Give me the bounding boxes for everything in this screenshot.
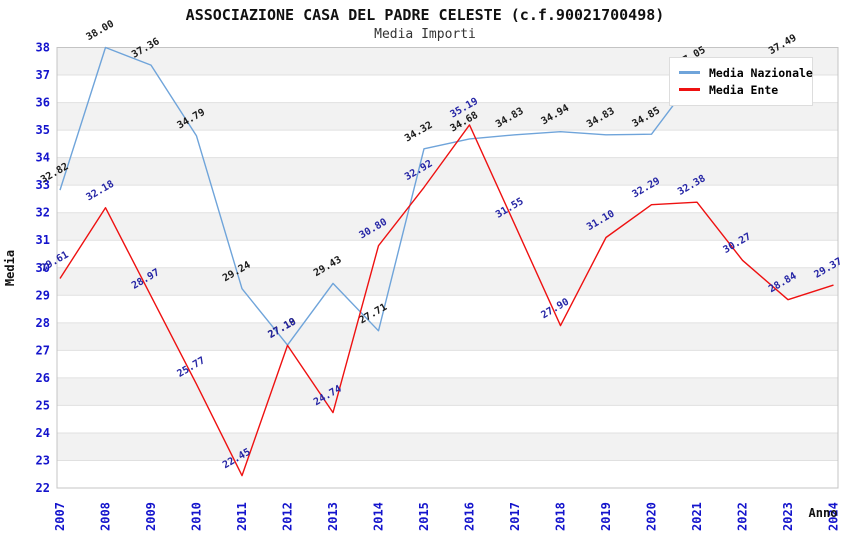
x-tick-label: 2016: [463, 502, 477, 531]
x-tick-label: 2018: [554, 502, 568, 531]
y-tick-label: 35: [36, 123, 50, 137]
gridlines: [57, 74, 838, 461]
y-axis-ticks: 22 23 24 25 26 27 28 29 30 31 32 33 34 35 36 37 38: [36, 41, 50, 496]
x-tick-label: 2022: [736, 502, 750, 531]
x-axis-title: Anno: [809, 506, 838, 520]
y-tick-label: 38: [36, 41, 50, 55]
x-tick-label: 2023: [781, 502, 795, 531]
x-tick-label: 2011: [235, 502, 249, 531]
x-tick-label: 2019: [599, 502, 613, 531]
legend-label-media-nazionale: Media Nazionale: [709, 65, 813, 80]
legend-label-media-ente: Media Ente: [709, 82, 779, 97]
plot-bands: [57, 47, 838, 488]
x-tick-label: 2008: [99, 502, 113, 531]
series-line-media-nazionale: [59, 46, 789, 346]
x-tick-label: 2020: [645, 502, 659, 531]
x-tick-label: 2024: [827, 502, 841, 531]
y-tick-label: 28: [36, 316, 50, 330]
x-tick-label: 2013: [326, 502, 340, 531]
x-tick-label: 2007: [53, 502, 67, 531]
point-label: 38.00: [85, 19, 117, 44]
x-tick-label: 2014: [372, 502, 386, 531]
y-axis-title: Media: [3, 250, 17, 286]
y-tick-label: 23: [36, 453, 50, 467]
x-tick-label: 2015: [417, 502, 431, 531]
chart-subtitle: Media Importi: [374, 27, 476, 42]
y-tick-label: 33: [36, 178, 50, 192]
x-tick-label: 2017: [508, 502, 522, 531]
y-tick-label: 31: [36, 233, 50, 247]
y-tick-label: 32: [36, 206, 50, 220]
y-tick-label: 27: [36, 343, 50, 357]
series-line-media-ente: [59, 124, 834, 477]
y-tick-label: 25: [36, 398, 50, 412]
x-tick-label: 2009: [144, 502, 158, 531]
chart-legend: Media Nazionale Media Ente: [669, 57, 813, 106]
chart-title: ASSOCIAZIONE CASA DEL PADRE CELESTE (c.f…: [185, 6, 665, 24]
legend-item-media-ente: Media Ente: [679, 81, 804, 98]
x-tick-label: 2012: [281, 502, 295, 531]
y-tick-label: 26: [36, 371, 50, 385]
legend-item-media-nazionale: Media Nazionale: [679, 64, 813, 81]
y-tick-label: 37: [36, 68, 50, 82]
y-tick-label: 30: [36, 261, 50, 275]
x-axis-ticks: 2007 2008 2009 2010 2011 2012 2013 2014 2015 2016…: [53, 502, 841, 531]
x-tick-label: 2021: [690, 502, 704, 531]
x-tick-label: 2010: [190, 502, 204, 531]
legend-swatch-media-ente: [679, 88, 700, 91]
y-tick-label: 29: [36, 288, 50, 302]
y-tick-label: 34: [36, 151, 50, 165]
legend-swatch-media-nazionale: [679, 71, 700, 74]
y-tick-label: 24: [36, 426, 50, 440]
y-tick-label: 22: [36, 481, 50, 495]
plot-border: [56, 47, 839, 489]
y-tick-label: 36: [36, 96, 50, 110]
